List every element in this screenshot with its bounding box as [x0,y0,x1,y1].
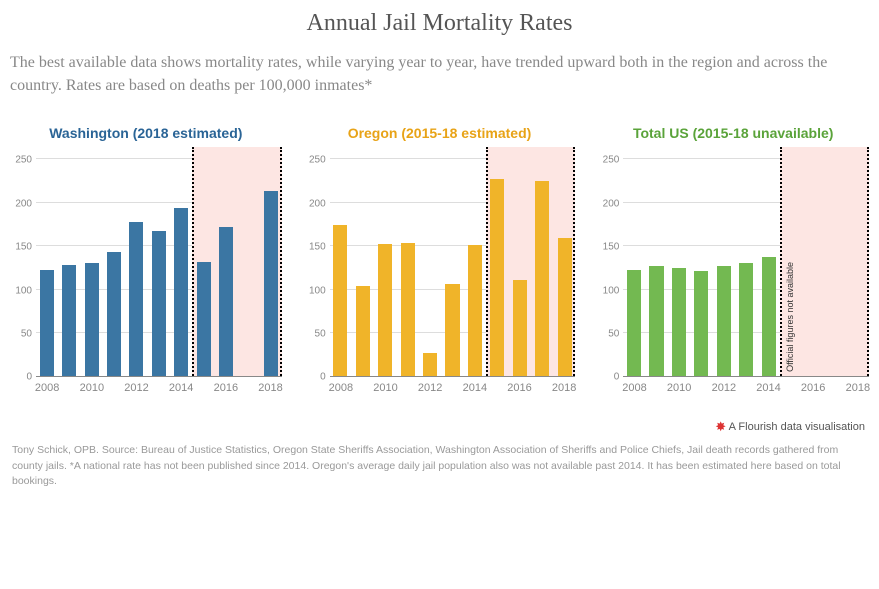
subtitle: The best available data shows mortality … [8,51,871,97]
bar [490,179,504,377]
bar [627,270,641,377]
bar [174,208,188,376]
plot-area: Official figures not available [36,147,282,377]
footer-note: Tony Schick, OPB. Source: Bureau of Just… [8,443,871,489]
x-tick: 2012 [124,382,148,394]
x-tick: 2014 [169,382,193,394]
y-tick: 50 [315,328,326,339]
y-tick: 100 [15,285,32,296]
bar [356,286,370,376]
y-tick: 50 [608,328,619,339]
y-tick: 100 [603,285,620,296]
bars [36,147,282,376]
y-tick: 250 [15,155,32,166]
bar [717,266,731,376]
bar [672,268,686,376]
bar [468,245,482,376]
bar [401,243,415,377]
bar [378,244,392,377]
x-tick: 2016 [507,382,531,394]
y-tick: 150 [603,242,620,253]
bar [129,222,143,376]
y-tick: 200 [15,198,32,209]
bars [623,147,869,376]
credit-line: ✸ A Flourish data visualisation [8,419,871,435]
bar [197,262,211,377]
y-tick: 150 [15,242,32,253]
bar [558,238,572,377]
x-tick: 2010 [80,382,104,394]
x-tick: 2012 [712,382,736,394]
y-tick: 200 [309,198,326,209]
x-tick: 2018 [258,382,282,394]
bar [40,270,54,377]
x-tick: 2010 [373,382,397,394]
bar [739,263,753,377]
bar [762,257,776,377]
chart-panel-wa: Washington (2018 estimated) 0 50 100 150 200 2… [10,125,282,399]
bar [85,263,99,377]
bar [219,227,233,376]
chart-panel-us: Total US (2015-18 unavailable) 0 50 100 150 2… [597,125,869,399]
x-tick: 2016 [801,382,825,394]
bar [649,266,663,376]
x-axis: 2008 2010 2012 2014 2016 2018 [36,377,282,399]
x-tick: 2008 [329,382,353,394]
charts-row: Washington (2018 estimated) 0 50 100 150 200 2… [8,125,871,399]
plot-area: Official figures not available [623,147,869,377]
bar [535,181,549,376]
page-title: Annual Jail Mortality Rates [8,10,871,37]
chart-panel-or: Oregon (2015-18 estimated) 0 50 100 150 200 25… [304,125,576,399]
bar [445,284,459,376]
x-tick: 2012 [418,382,442,394]
credit-text: A Flourish data visualisation [729,421,865,433]
x-tick: 2014 [756,382,780,394]
x-tick: 2008 [35,382,59,394]
x-axis: 2008 2010 2012 2014 2016 2018 [330,377,576,399]
y-tick: 250 [309,155,326,166]
panel-title-or: Oregon (2015-18 estimated) [304,125,576,141]
bar [423,353,437,376]
x-tick: 2014 [463,382,487,394]
bar [152,231,166,377]
bar [694,271,708,377]
bar [264,191,278,377]
x-tick: 2010 [667,382,691,394]
y-axis: 050100150200250 [10,147,36,377]
bars [330,147,576,376]
bar [107,252,121,376]
x-tick: 2018 [552,382,576,394]
flourish-icon: ✸ [715,419,726,434]
panel-title-us: Total US (2015-18 unavailable) [597,125,869,141]
y-axis: 050100150200250 [304,147,330,377]
x-tick: 2008 [622,382,646,394]
y-tick: 200 [603,198,620,209]
x-axis: 2008 2010 2012 2014 2016 2018 [623,377,869,399]
y-tick: 250 [603,155,620,166]
y-tick: 0 [320,372,326,383]
panel-title-wa: Washington (2018 estimated) [10,125,282,141]
x-tick: 2018 [846,382,870,394]
plot-area: Official figures not available [330,147,576,377]
y-tick: 0 [614,372,620,383]
y-tick: 100 [309,285,326,296]
bar [333,225,347,377]
y-tick: 50 [21,328,32,339]
y-axis: 050100150200250 [597,147,623,377]
y-tick: 150 [309,242,326,253]
bar [62,265,76,376]
y-tick: 0 [26,372,32,383]
bar [513,280,527,376]
x-tick: 2016 [214,382,238,394]
